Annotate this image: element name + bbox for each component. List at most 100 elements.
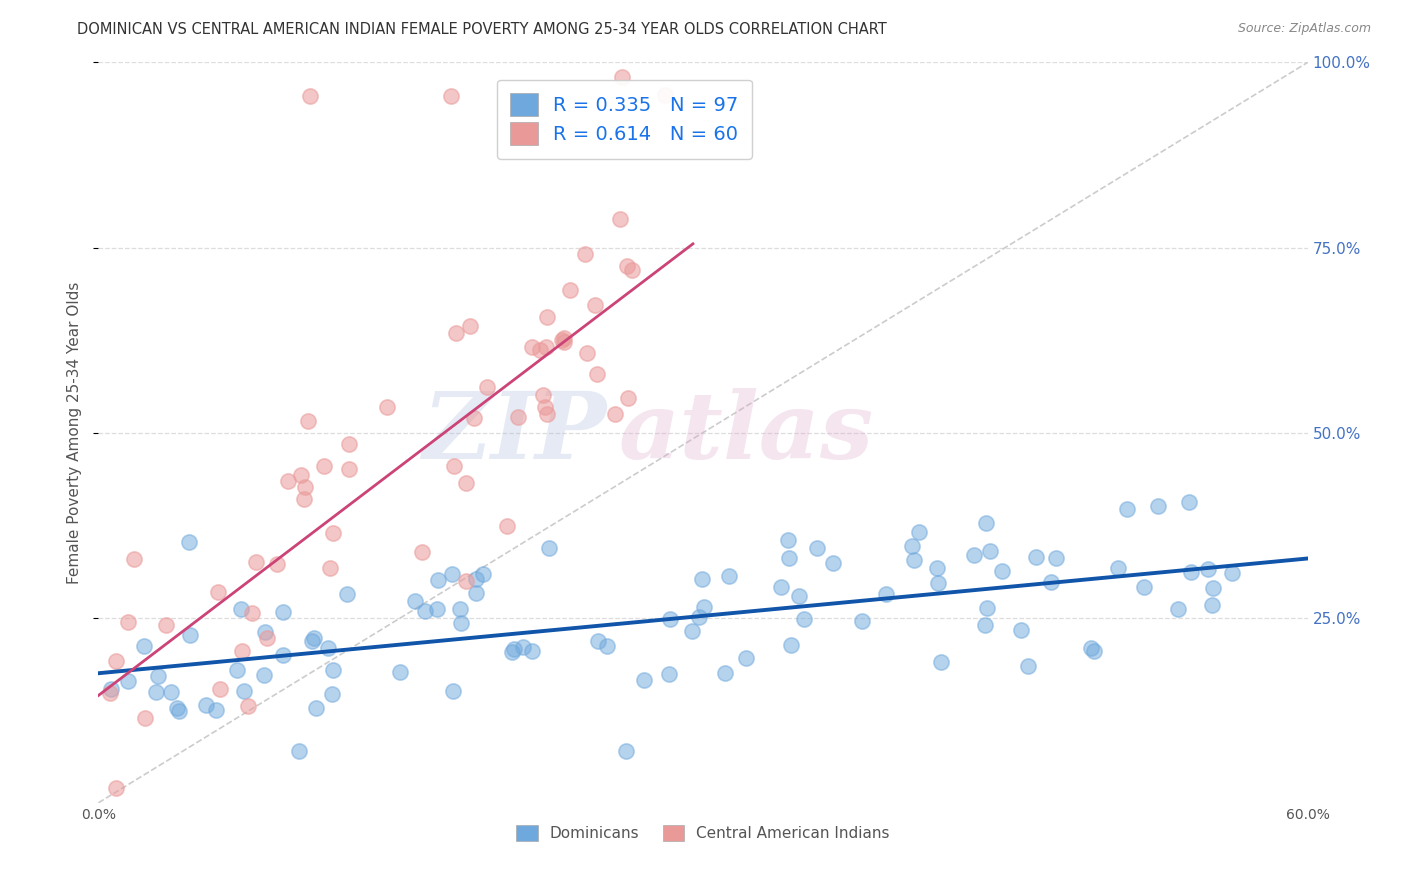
Point bbox=[586, 368, 609, 382]
Legend: Dominicans, Central American Indians: Dominicans, Central American Indians bbox=[510, 819, 896, 847]
Point bbox=[441, 566, 464, 581]
Text: ZIP: ZIP bbox=[422, 388, 606, 477]
Point bbox=[633, 673, 655, 687]
Point bbox=[389, 665, 412, 680]
Point bbox=[302, 631, 325, 645]
Point bbox=[929, 655, 952, 669]
Point bbox=[1132, 580, 1154, 594]
Point bbox=[1202, 581, 1225, 595]
Point bbox=[534, 400, 557, 414]
Point bbox=[294, 480, 316, 494]
Point bbox=[1147, 499, 1170, 513]
Point bbox=[531, 387, 554, 401]
Point bbox=[117, 673, 139, 688]
Point bbox=[654, 87, 676, 102]
Point bbox=[690, 572, 713, 586]
Point bbox=[605, 407, 627, 421]
Point bbox=[522, 644, 544, 658]
Point bbox=[974, 618, 997, 632]
Point bbox=[415, 604, 437, 618]
Point bbox=[875, 586, 897, 600]
Point bbox=[1116, 502, 1139, 516]
Point bbox=[208, 682, 231, 697]
Point bbox=[100, 682, 122, 697]
Point bbox=[1177, 495, 1199, 509]
Point bbox=[426, 601, 449, 615]
Point bbox=[610, 70, 633, 85]
Point bbox=[454, 476, 477, 491]
Point bbox=[245, 555, 267, 569]
Point bbox=[529, 343, 551, 357]
Point bbox=[288, 744, 311, 758]
Point bbox=[254, 624, 277, 639]
Point bbox=[596, 639, 619, 653]
Point bbox=[205, 703, 228, 717]
Point bbox=[575, 346, 598, 360]
Point bbox=[322, 663, 344, 677]
Point bbox=[463, 411, 485, 425]
Point bbox=[404, 594, 426, 608]
Point bbox=[1045, 551, 1067, 566]
Point bbox=[132, 639, 155, 653]
Point bbox=[471, 567, 494, 582]
Point bbox=[1025, 550, 1047, 565]
Point bbox=[501, 644, 523, 658]
Point bbox=[586, 633, 609, 648]
Point bbox=[450, 615, 472, 630]
Point bbox=[336, 587, 359, 601]
Point bbox=[104, 780, 127, 795]
Point bbox=[238, 699, 260, 714]
Point bbox=[793, 612, 815, 626]
Point bbox=[207, 585, 229, 599]
Point bbox=[167, 704, 190, 718]
Point bbox=[155, 617, 177, 632]
Point bbox=[659, 612, 682, 626]
Point bbox=[974, 516, 997, 531]
Point bbox=[534, 340, 557, 354]
Point bbox=[232, 684, 254, 698]
Point bbox=[979, 544, 1001, 558]
Point bbox=[276, 475, 298, 489]
Point bbox=[1040, 575, 1063, 590]
Point bbox=[553, 334, 575, 349]
Point bbox=[179, 628, 201, 642]
Point bbox=[427, 573, 450, 587]
Point bbox=[319, 560, 342, 574]
Point bbox=[693, 600, 716, 615]
Point bbox=[1201, 598, 1223, 612]
Point bbox=[558, 283, 581, 297]
Text: DOMINICAN VS CENTRAL AMERICAN INDIAN FEMALE POVERTY AMONG 25-34 YEAR OLDS CORREL: DOMINICAN VS CENTRAL AMERICAN INDIAN FEM… bbox=[77, 22, 887, 37]
Point bbox=[734, 650, 756, 665]
Point bbox=[512, 640, 534, 654]
Point bbox=[617, 392, 640, 406]
Point bbox=[456, 574, 478, 589]
Point bbox=[253, 668, 276, 682]
Point bbox=[231, 644, 253, 658]
Point bbox=[105, 654, 128, 668]
Y-axis label: Female Poverty Among 25-34 Year Olds: Female Poverty Among 25-34 Year Olds bbox=[67, 282, 83, 583]
Point bbox=[821, 556, 844, 570]
Point bbox=[98, 686, 121, 700]
Point bbox=[583, 297, 606, 311]
Point bbox=[658, 666, 681, 681]
Point bbox=[609, 212, 631, 227]
Point bbox=[1197, 562, 1219, 576]
Point bbox=[1080, 641, 1102, 656]
Point bbox=[337, 461, 360, 475]
Point bbox=[495, 519, 517, 533]
Point bbox=[475, 380, 498, 394]
Point bbox=[321, 687, 343, 701]
Point bbox=[901, 539, 924, 553]
Point bbox=[1220, 566, 1243, 581]
Point bbox=[963, 548, 986, 562]
Point bbox=[318, 640, 340, 655]
Point bbox=[194, 698, 217, 713]
Point bbox=[718, 569, 741, 583]
Point bbox=[506, 410, 529, 425]
Point bbox=[134, 711, 156, 725]
Point bbox=[851, 614, 873, 628]
Point bbox=[927, 575, 949, 590]
Point bbox=[990, 564, 1012, 578]
Point bbox=[166, 700, 188, 714]
Point bbox=[537, 541, 560, 556]
